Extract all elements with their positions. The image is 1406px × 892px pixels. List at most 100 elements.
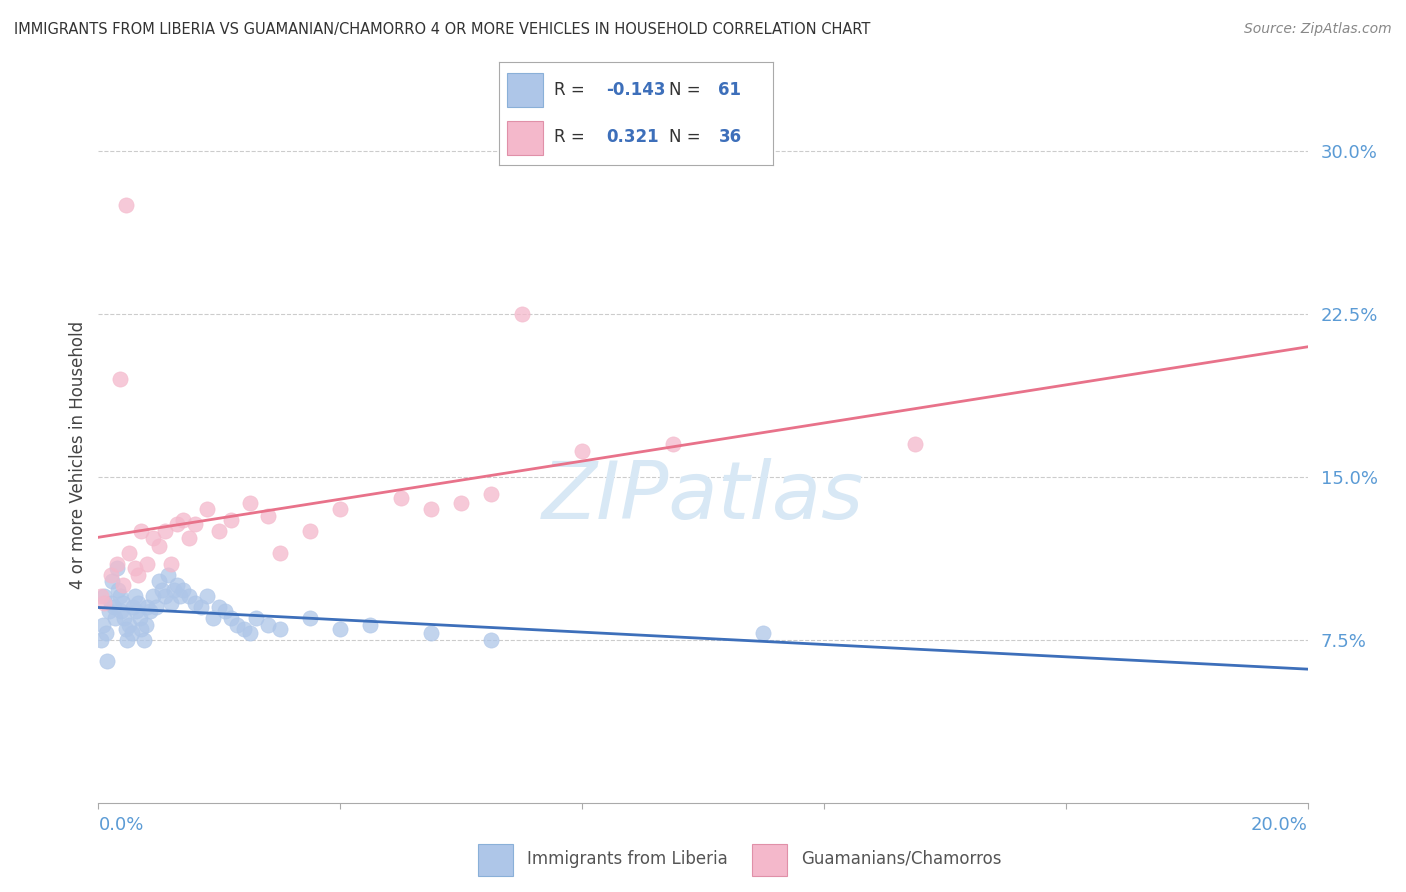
Point: [481, 487, 503, 501]
Point: [128, 611, 150, 625]
Point: [450, 496, 472, 510]
Point: [221, 513, 243, 527]
Point: [94, 626, 117, 640]
Point: [108, 372, 131, 386]
Point: [208, 524, 231, 538]
Text: IMMIGRANTS FROM LIBERIA VS GUAMANIAN/CHAMORRO 4 OR MORE VEHICLES IN HOUSEHOLD CO: IMMIGRANTS FROM LIBERIA VS GUAMANIAN/CHA…: [14, 22, 870, 37]
Point: [179, 531, 201, 545]
Point: [153, 524, 176, 538]
Point: [142, 589, 165, 603]
Text: N =: N =: [669, 81, 700, 99]
Point: [166, 578, 188, 592]
Point: [166, 517, 188, 532]
Point: [114, 198, 136, 212]
Point: [96, 655, 118, 669]
Point: [93, 596, 115, 610]
Point: [420, 626, 443, 640]
Point: [121, 626, 143, 640]
Point: [132, 632, 155, 647]
Point: [148, 574, 170, 588]
Text: -0.143: -0.143: [606, 81, 665, 99]
Point: [150, 582, 173, 597]
Point: [208, 600, 231, 615]
Text: Guamanians/Chamorros: Guamanians/Chamorros: [801, 849, 1002, 868]
Point: [111, 578, 134, 592]
Point: [481, 632, 503, 647]
Point: [148, 539, 170, 553]
Point: [125, 605, 148, 619]
Text: 36: 36: [718, 128, 741, 146]
Point: [100, 567, 122, 582]
Point: [571, 443, 593, 458]
Point: [172, 513, 194, 527]
Point: [90, 632, 112, 647]
Point: [169, 589, 191, 603]
Point: [129, 622, 152, 636]
Point: [111, 596, 134, 610]
Point: [221, 611, 243, 625]
Point: [105, 557, 128, 571]
Bar: [478, 844, 513, 876]
Point: [163, 582, 186, 597]
Point: [100, 596, 122, 610]
Point: [156, 567, 179, 582]
Bar: [508, 121, 543, 155]
Point: [239, 626, 262, 640]
Point: [127, 567, 149, 582]
Point: [184, 596, 207, 610]
Point: [245, 611, 267, 625]
Point: [107, 582, 129, 597]
Point: [135, 600, 157, 615]
Point: [129, 524, 152, 538]
Point: [114, 622, 136, 636]
Point: [135, 617, 157, 632]
Point: [145, 600, 167, 615]
Point: [127, 596, 149, 610]
Point: [172, 582, 194, 597]
Point: [108, 589, 131, 603]
Point: [110, 605, 132, 619]
Point: [153, 589, 176, 603]
Point: [118, 617, 141, 632]
Point: [93, 589, 115, 603]
Point: [190, 600, 212, 615]
Point: [124, 589, 146, 603]
Bar: [752, 844, 787, 876]
Point: [510, 307, 533, 321]
Point: [232, 622, 254, 636]
Text: 0.0%: 0.0%: [98, 816, 143, 834]
Y-axis label: 4 or more Vehicles in Household: 4 or more Vehicles in Household: [69, 321, 87, 589]
Text: 20.0%: 20.0%: [1251, 816, 1308, 834]
Point: [202, 611, 225, 625]
Text: N =: N =: [669, 128, 700, 146]
Point: [214, 605, 236, 619]
Point: [195, 589, 218, 603]
Text: 61: 61: [718, 81, 741, 99]
Point: [360, 617, 382, 632]
Point: [118, 546, 141, 560]
Text: ZIPatlas: ZIPatlas: [541, 458, 865, 536]
Point: [389, 491, 412, 506]
Point: [299, 611, 322, 625]
Point: [752, 626, 775, 640]
Bar: [508, 73, 543, 106]
Point: [142, 531, 165, 545]
Point: [299, 524, 322, 538]
Point: [226, 617, 249, 632]
Point: [135, 557, 157, 571]
Point: [904, 437, 927, 451]
Point: [661, 437, 683, 451]
Point: [103, 600, 125, 615]
Point: [329, 622, 352, 636]
Point: [239, 496, 262, 510]
Point: [269, 622, 291, 636]
Text: Source: ZipAtlas.com: Source: ZipAtlas.com: [1244, 22, 1392, 37]
Point: [104, 611, 127, 625]
Point: [98, 605, 121, 619]
Point: [160, 596, 183, 610]
Point: [117, 632, 139, 647]
Point: [91, 617, 114, 632]
Text: R =: R =: [554, 81, 585, 99]
Point: [256, 508, 278, 523]
Point: [105, 561, 128, 575]
